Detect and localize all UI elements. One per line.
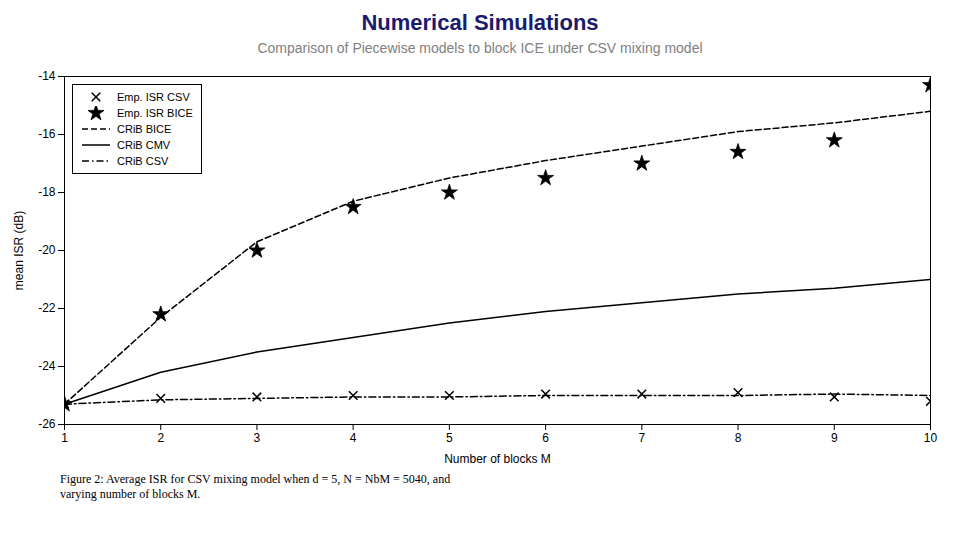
svg-text:8: 8 — [735, 431, 742, 445]
html-text:Numerical Simulations: Numerical Simulations — [361, 10, 599, 35]
svg-text:9: 9 — [831, 431, 838, 445]
html-text:Figure 2: Average ISR for CSV: Figure 2: Average ISR for CSV mixing mod… — [60, 472, 451, 501]
svg-text:6: 6 — [542, 431, 549, 445]
svg-text:-24: -24 — [38, 359, 56, 373]
svg-text:-16: -16 — [38, 127, 56, 141]
svg-text:2: 2 — [157, 431, 164, 445]
svg-text:-18: -18 — [38, 185, 56, 199]
svg-text:3: 3 — [254, 431, 261, 445]
html-text:CRiB BICE: CRiB BICE — [117, 123, 172, 135]
html-text:CRiB CSV: CRiB CSV — [117, 155, 169, 167]
html-text:CRiB CMV: CRiB CMV — [117, 139, 171, 151]
svg-text:1: 1 — [61, 431, 68, 445]
html-text:Emp. ISR BICE: Emp. ISR BICE — [117, 107, 193, 119]
svg-text:10: 10 — [924, 431, 938, 445]
svg-text:-26: -26 — [38, 417, 56, 431]
svg-text:mean ISR (dB): mean ISR (dB) — [12, 211, 26, 290]
svg-text:4: 4 — [350, 431, 357, 445]
svg-text:5: 5 — [446, 431, 453, 445]
svg-text:7: 7 — [638, 431, 645, 445]
svg-text:Number of blocks M: Number of blocks M — [444, 452, 551, 466]
html-text:Comparison of Piecewise models: Comparison of Piecewise models to block … — [257, 40, 703, 56]
svg-text:-20: -20 — [38, 243, 56, 257]
svg-text:-22: -22 — [38, 301, 56, 315]
svg-text:-14: -14 — [38, 69, 56, 83]
html-text:Emp. ISR CSV: Emp. ISR CSV — [117, 91, 190, 103]
